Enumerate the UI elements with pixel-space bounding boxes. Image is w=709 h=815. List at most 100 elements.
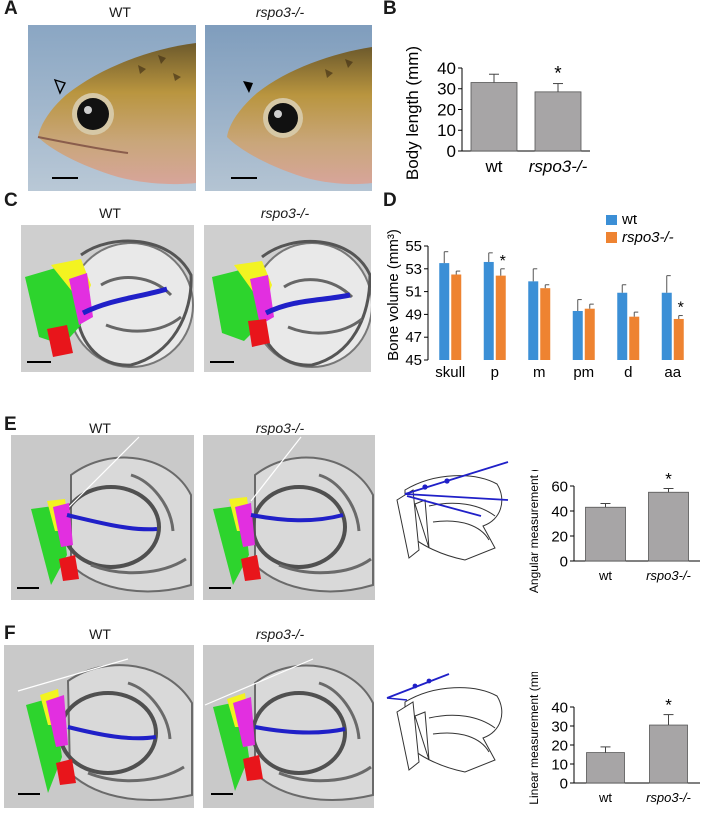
bar — [586, 752, 625, 784]
panel-label-e: E — [4, 414, 17, 435]
bar-mutant — [629, 316, 640, 360]
angular-measurement-schematic — [396, 461, 509, 561]
bar-mutant — [673, 318, 684, 360]
panel-a-title-wt: WT — [109, 4, 131, 20]
mutant-angular-scan — [203, 435, 375, 600]
y-tick-label: 0 — [447, 142, 456, 161]
significance-star: * — [678, 300, 684, 317]
mutant-fish-photo — [205, 25, 372, 191]
y-tick-label: 30 — [551, 718, 568, 735]
x-tick-label: m — [533, 364, 546, 381]
chart-e-plot: 0 20 40 60 wt * rspo3-/- — [551, 470, 700, 583]
wt-linear-scan — [4, 645, 194, 808]
bar-mutant — [540, 288, 551, 360]
panel-f-title-mutant: rspo3-/- — [255, 626, 305, 642]
scale-bar — [231, 177, 257, 179]
mutant-linear-scan — [203, 645, 374, 808]
y-tick-label: 40 — [551, 699, 568, 716]
bar-wt — [661, 292, 672, 360]
y-tick-label: 55 — [405, 238, 422, 255]
x-tick-label: rspo3-/- — [646, 790, 691, 805]
scale-bar — [52, 177, 78, 179]
linear-measurement-schematic — [386, 673, 503, 773]
y-tick-label: 49 — [405, 306, 422, 323]
x-tick-label: wt — [598, 790, 612, 805]
wt-skull-scan — [21, 225, 194, 372]
x-tick-label: p — [491, 364, 499, 381]
chart-e-ylabel: Angular measurement (°) — [527, 470, 541, 593]
y-tick-label: 53 — [405, 261, 422, 278]
panel-label-a: A — [4, 0, 18, 19]
panel-c-title-wt: WT — [99, 205, 121, 221]
scale-bar — [27, 361, 51, 363]
panel-label-d: D — [383, 190, 397, 211]
y-tick-label: 45 — [405, 352, 422, 369]
y-tick-label: 0 — [560, 553, 568, 570]
scale-bar — [209, 587, 231, 589]
bar-wt — [483, 261, 494, 360]
bar-mutant — [584, 308, 595, 360]
bar-wt — [528, 281, 539, 360]
y-tick-label: 40 — [551, 503, 568, 520]
x-tick-label: wt — [598, 568, 612, 583]
chart-e: Angular measurement (°) 0 20 40 60 wt * rspo3-… — [527, 470, 700, 593]
scale-bar — [210, 361, 234, 363]
bar — [470, 82, 518, 152]
bar — [585, 506, 626, 562]
x-tick-label: rspo3-/- — [529, 157, 588, 176]
bar — [649, 724, 688, 784]
y-tick-label: 0 — [560, 775, 568, 792]
x-tick-label: wt — [485, 157, 503, 176]
y-tick-label: 20 — [551, 737, 568, 754]
chart-d-ylabel: Bone volume (mm³) — [385, 229, 402, 361]
x-tick-label: skull — [435, 364, 465, 381]
open-arrowhead-icon — [53, 78, 66, 95]
scale-bar — [17, 587, 39, 589]
panel-a-title-mutant: rspo3-/- — [255, 4, 305, 20]
y-tick-label: 20 — [437, 100, 456, 119]
panel-c-title-mutant: rspo3-/- — [260, 205, 310, 221]
legend-swatch — [606, 215, 617, 225]
bar-wt — [439, 263, 450, 360]
y-tick-label: 20 — [551, 528, 568, 545]
y-tick-label: 30 — [437, 80, 456, 99]
bar-mutant — [495, 275, 506, 360]
panel-e-title-mutant: rspo3-/- — [255, 420, 305, 436]
chart-f: Linear measurement (mm) 0 10 20 30 40 wt * rspo… — [527, 672, 700, 805]
panel-f-title-wt: WT — [89, 626, 111, 642]
y-tick-label: 60 — [551, 478, 568, 495]
mutant-skull-scan — [204, 225, 371, 372]
significance-star: * — [665, 696, 672, 715]
wt-fish-photo — [28, 25, 196, 191]
y-tick-label: 40 — [437, 59, 456, 78]
y-tick-label: 51 — [405, 284, 422, 301]
legend-label: wt — [621, 215, 638, 228]
panel-label-b: B — [383, 0, 397, 19]
legend-label: rspo3-/- — [622, 229, 674, 246]
x-tick-label: pm — [573, 364, 594, 381]
scale-bar — [211, 793, 233, 795]
bar — [648, 491, 689, 562]
chart-f-ylabel: Linear measurement (mm) — [527, 672, 541, 805]
significance-star: * — [665, 470, 672, 489]
filled-arrowhead-icon — [243, 81, 253, 93]
bar-mutant — [451, 274, 462, 360]
legend-swatch — [606, 232, 617, 243]
y-tick-label: 10 — [551, 756, 568, 773]
panel-e-title-wt: WT — [89, 420, 111, 436]
chart-f-plot: 0 10 20 30 40 wt * rspo3-/- — [551, 696, 700, 805]
bar — [534, 91, 582, 152]
y-tick-label: 10 — [437, 121, 456, 140]
scale-bar — [18, 793, 40, 795]
panel-label-c: C — [4, 190, 18, 211]
bar-wt — [572, 310, 583, 360]
chart-b-ylabel: Body length (mm) — [403, 46, 422, 180]
x-tick-label: d — [624, 364, 632, 381]
x-tick-label: rspo3-/- — [646, 568, 691, 583]
bar-wt — [617, 292, 628, 360]
y-tick-label: 47 — [405, 329, 422, 346]
